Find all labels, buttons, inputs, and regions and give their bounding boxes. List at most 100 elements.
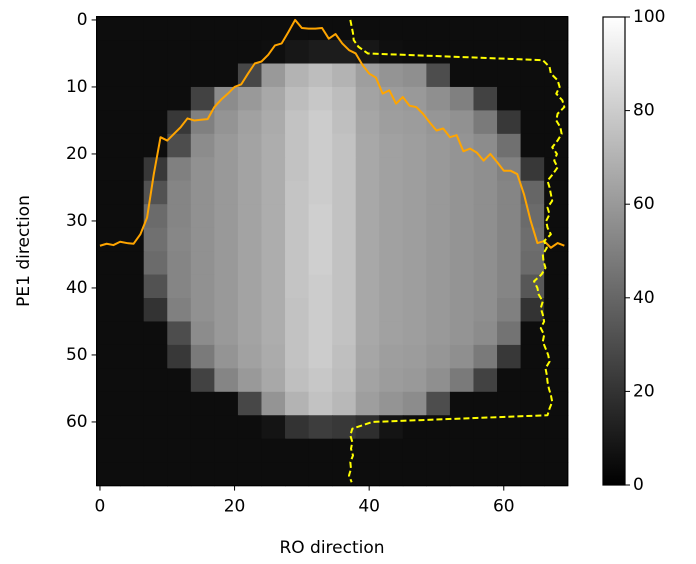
heatmap-cell: [497, 462, 522, 487]
heatmap-cell: [190, 86, 215, 111]
heatmap-cell: [285, 204, 310, 229]
heatmap-cell: [237, 274, 263, 299]
heatmap-cell: [120, 16, 145, 41]
heatmap-cell: [167, 462, 192, 487]
heatmap-cell: [237, 298, 263, 323]
profile-line: [99, 18, 565, 249]
heatmap-cell: [449, 298, 475, 323]
heatmap-cell: [402, 344, 427, 369]
heatmap-cell: [190, 157, 215, 182]
heatmap-cell: [214, 227, 239, 252]
heatmap-cell: [402, 157, 427, 182]
heatmap-cell: [402, 274, 427, 299]
heatmap-cell: [96, 368, 121, 393]
heatmap-cell: [497, 274, 522, 299]
heatmap-cell: [167, 368, 192, 393]
heatmap-cell: [473, 415, 498, 440]
heatmap-cell: [261, 204, 286, 229]
heatmap-cell: [426, 391, 451, 416]
heatmap-cell: [190, 63, 215, 88]
heatmap-cell: [143, 321, 168, 346]
y-tick-label: 10: [66, 77, 88, 97]
heatmap-cell: [143, 298, 168, 323]
heatmap-cell: [402, 204, 427, 229]
heatmap-cell: [473, 227, 498, 252]
heatmap-cell: [214, 133, 239, 158]
heatmap-cell: [143, 368, 168, 393]
heatmap-cell: [308, 274, 333, 299]
colorbar-tick-label: 60: [633, 194, 655, 214]
heatmap-cell: [143, 133, 168, 158]
heatmap-cell: [96, 157, 121, 182]
heatmap-cell: [237, 157, 263, 182]
heatmap-cell: [379, 16, 404, 41]
heatmap-cell: [379, 344, 404, 369]
heatmap-cell: [190, 227, 215, 252]
heatmap-cell: [520, 298, 545, 323]
heatmap-cell: [449, 180, 475, 205]
heatmap-cell: [308, 321, 333, 346]
heatmap-cell: [96, 16, 121, 41]
heatmap-cell: [120, 110, 145, 135]
heatmap-cell: [96, 227, 121, 252]
heatmap-cell: [332, 344, 357, 369]
heatmap-cell: [332, 368, 357, 393]
heatmap-cell: [261, 110, 286, 135]
heatmap-cell: [520, 251, 545, 276]
heatmap-cell: [473, 274, 498, 299]
heatmap-cell: [167, 227, 192, 252]
heatmap-cell: [167, 16, 192, 41]
heatmap-cell: [520, 63, 545, 88]
heatmap-cell: [214, 16, 239, 41]
heatmap-cell: [214, 86, 239, 111]
heatmap-cell: [497, 133, 522, 158]
heatmap-cell: [190, 204, 215, 229]
heatmap-cell: [120, 415, 145, 440]
heatmap-cell: [167, 86, 192, 111]
heatmap-cell: [167, 40, 192, 65]
heatmap-cell: [237, 321, 263, 346]
heatmap-cell: [426, 298, 451, 323]
y-tick-label: 20: [66, 144, 88, 164]
heatmap-cell: [520, 462, 545, 487]
heatmap-cell: [449, 204, 475, 229]
heatmap-cell: [332, 180, 357, 205]
heatmap-cell: [497, 321, 522, 346]
heatmap-cell: [285, 63, 310, 88]
heatmap-cell: [355, 63, 380, 88]
heatmap-cell: [426, 368, 451, 393]
heatmap-cell: [402, 298, 427, 323]
heatmap-cell: [332, 63, 357, 88]
heatmap-cell: [120, 368, 145, 393]
heatmap-cell: [214, 344, 239, 369]
heatmap-cell: [520, 40, 545, 65]
heatmap-cell: [520, 415, 545, 440]
heatmap-cell: [96, 180, 121, 205]
heatmap-cell: [237, 438, 263, 463]
heatmap-cell: [520, 321, 545, 346]
heatmap-cell: [237, 415, 263, 440]
heatmap-cell: [332, 438, 357, 463]
heatmap-cell: [520, 274, 545, 299]
heatmap-cell: [214, 415, 239, 440]
heatmap-cell: [190, 274, 215, 299]
heatmap-cell: [402, 391, 427, 416]
heatmap-cell: [120, 251, 145, 276]
heatmap-cell: [308, 438, 333, 463]
heatmap-cell: [143, 344, 168, 369]
heatmap-cell: [449, 86, 475, 111]
heatmap-cell: [190, 438, 215, 463]
heatmap-cell: [497, 180, 522, 205]
heatmap-cell: [497, 110, 522, 135]
heatmap-cell: [167, 251, 192, 276]
heatmap-cell: [285, 344, 310, 369]
heatmap-cell: [355, 415, 380, 440]
heatmap-cell: [261, 157, 286, 182]
colorbar-tick-label: 20: [633, 381, 655, 401]
heatmap-cell: [473, 321, 498, 346]
heatmap-cell: [379, 368, 404, 393]
heatmap-cell: [143, 391, 168, 416]
heatmap-cell: [214, 462, 239, 487]
heatmap-cell: [261, 321, 286, 346]
